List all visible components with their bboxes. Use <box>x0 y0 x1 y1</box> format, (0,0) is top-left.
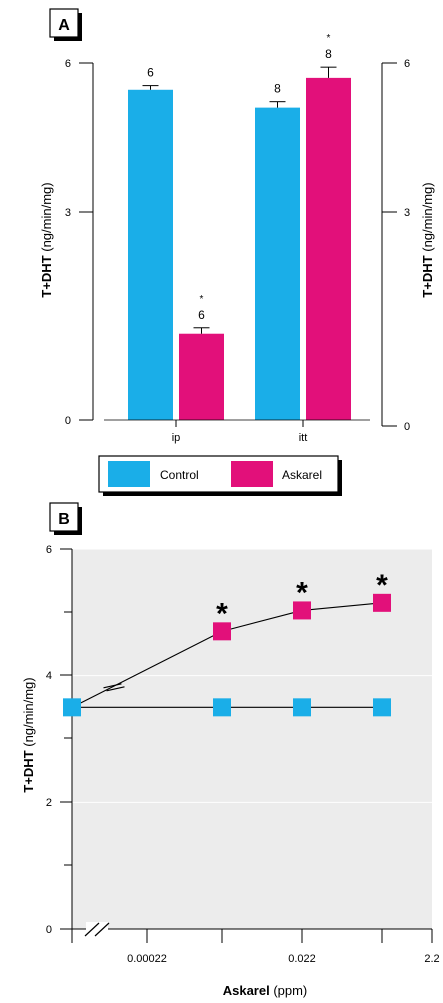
marker-askarel <box>373 593 391 612</box>
marker-control <box>63 698 81 717</box>
panel-a-right-axis: 0 3 6 <box>381 58 410 433</box>
bar-control-ip <box>128 89 173 421</box>
panel-a-legend: Control Askarel <box>98 455 342 496</box>
series-line-askarel <box>71 602 383 708</box>
panel-b-y-axis: 0 2 4 6 <box>46 544 73 936</box>
b-xtick-0: 0.00022 <box>127 953 167 965</box>
panel-b-x-axis: 0.00022 0.022 2.2 <box>71 922 440 965</box>
panel-b-series: * * * <box>63 569 391 717</box>
panel-b: B 0 2 4 6 T+DHT (ng/min/mg) <box>21 502 440 998</box>
x-axis-break-mark <box>94 922 110 937</box>
marker-control <box>213 698 231 717</box>
significance-asterisk: * <box>200 294 204 305</box>
a-ytick-0: 0 <box>65 415 71 427</box>
b-ytick-4: 4 <box>46 670 52 682</box>
line-break-mark <box>106 686 125 692</box>
bar-n-label: 6 <box>198 308 205 322</box>
marker-control <box>293 698 311 717</box>
legend-label-askarel: Askarel <box>282 468 322 482</box>
a-right-ytick-6: 6 <box>404 58 410 70</box>
x-axis-break-mark <box>84 922 100 937</box>
a-right-ytick-0: 0 <box>404 421 410 433</box>
panel-a-bars: 6 6 * 8 8 * <box>128 33 351 421</box>
significance-asterisk: * <box>327 33 331 44</box>
bar-n-label: 8 <box>325 47 332 61</box>
a-right-ytick-3: 3 <box>404 207 410 219</box>
legend-swatch-askarel <box>231 461 273 487</box>
panel-b-label: B <box>58 511 70 528</box>
b-ytick-6: 6 <box>46 544 52 556</box>
b-ytick-0: 0 <box>46 924 52 936</box>
marker-control <box>373 698 391 717</box>
marker-askarel <box>213 622 231 641</box>
a-xtick-itt: itt <box>299 432 308 444</box>
panel-b-grid <box>72 548 432 803</box>
marker-askarel <box>293 601 311 620</box>
bar-control-itt <box>255 107 300 420</box>
significance-asterisk: * <box>216 597 228 630</box>
panel-a: A 0 3 6 T+DHT (ng/min/mg) 0 3 6 T+DHT (n… <box>39 8 435 496</box>
panel-b-ylabel: T+DHT (ng/min/mg) <box>21 677 36 792</box>
significance-asterisk: * <box>296 576 308 609</box>
panel-b-plot-area <box>72 549 432 929</box>
bar-n-label: 6 <box>147 66 154 80</box>
line-break-mark <box>103 683 122 689</box>
b-ytick-2: 2 <box>46 797 52 809</box>
bar-askarel-ip <box>179 333 224 420</box>
bar-n-label: 8 <box>274 82 281 96</box>
panel-a-left-axis: 0 3 6 <box>65 58 94 427</box>
panel-b-xlabel: Askarel (ppm) <box>223 983 308 998</box>
a-ytick-3: 3 <box>65 207 71 219</box>
b-xtick-2: 2.2 <box>424 953 439 965</box>
bar-askarel-itt <box>306 77 351 420</box>
legend-label-control: Control <box>160 468 199 482</box>
panel-a-label: A <box>58 17 70 34</box>
significance-asterisk: * <box>376 569 388 602</box>
a-ytick-6: 6 <box>65 58 71 70</box>
legend-swatch-control <box>108 461 150 487</box>
b-xtick-1: 0.022 <box>288 953 316 965</box>
a-xtick-ip: ip <box>172 432 181 444</box>
panel-a-right-ylabel: T+DHT (ng/min/mg) <box>420 182 435 297</box>
panel-a-ylabel: T+DHT (ng/min/mg) <box>39 182 54 297</box>
